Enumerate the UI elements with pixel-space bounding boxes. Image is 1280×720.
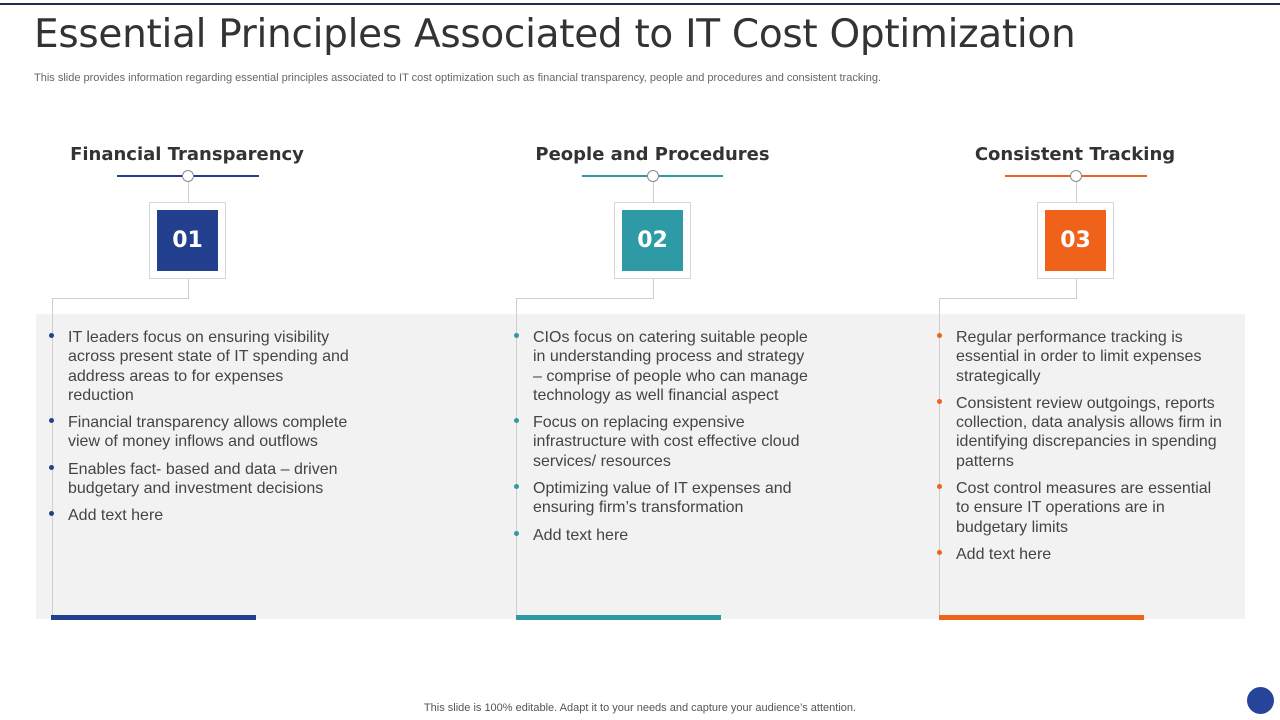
bullet-dot (937, 333, 942, 338)
bullet-dot (49, 511, 54, 517)
list-item: IT leaders focus on ensuring visibility … (49, 328, 349, 405)
bullet-dot (49, 418, 54, 424)
connector-line (939, 298, 940, 615)
heading-dot (647, 170, 659, 182)
connector-line (1076, 182, 1077, 202)
bottom-accent-bar (51, 615, 256, 620)
bullet-dot (937, 398, 942, 404)
bullet-dot (937, 484, 942, 490)
bullet-dot (49, 333, 54, 338)
bullet-dot (514, 530, 519, 536)
number-badge: 01 (157, 210, 218, 271)
list-item: Add text here (49, 506, 349, 525)
connector-line (516, 298, 654, 299)
list-item: Cost control measures are essential to e… (937, 479, 1227, 537)
bottom-accent-bar (939, 615, 1144, 620)
bullet-list: IT leaders focus on ensuring visibility … (49, 328, 349, 534)
list-item: Optimizing value of IT expenses and ensu… (514, 479, 814, 518)
number-box: 02 (614, 202, 691, 279)
corner-decoration (1247, 687, 1274, 714)
column-heading: Financial Transparency (70, 144, 304, 165)
number-box: 01 (149, 202, 226, 279)
bullet-dot (514, 333, 519, 338)
connector-line (516, 298, 517, 615)
content-panel (36, 314, 1245, 619)
heading-dot (182, 170, 194, 182)
bullet-list: CIOs focus on catering suitable people i… (514, 328, 814, 553)
page-subtitle: This slide provides information regardin… (34, 72, 882, 84)
list-item: Focus on replacing expensive infrastruct… (514, 413, 814, 471)
page-title: Essential Principles Associated to IT Co… (34, 12, 1076, 57)
connector-line (52, 298, 53, 615)
column-heading: People and Procedures (535, 144, 770, 165)
bullet-dot (937, 549, 942, 555)
number-box: 03 (1037, 202, 1114, 279)
heading-dot (1070, 170, 1082, 182)
bullet-list: Regular performance tracking is essentia… (937, 328, 1227, 572)
number-badge: 03 (1045, 210, 1106, 271)
list-item: Consistent review outgoings, reports col… (937, 394, 1227, 471)
column-heading: Consistent Tracking (974, 144, 1176, 165)
bottom-accent-bar (516, 615, 721, 620)
bullet-dot (514, 484, 519, 490)
footer-note: This slide is 100% editable. Adapt it to… (423, 702, 857, 714)
list-item: CIOs focus on catering suitable people i… (514, 328, 814, 405)
bullet-dot (514, 418, 519, 424)
connector-line (188, 279, 189, 298)
connector-line (653, 182, 654, 202)
top-rule (0, 3, 1280, 5)
connector-line (188, 182, 189, 202)
list-item: Regular performance tracking is essentia… (937, 328, 1227, 386)
list-item: Add text here (937, 545, 1227, 564)
list-item: Financial transparency allows complete v… (49, 413, 349, 452)
bullet-dot (49, 464, 54, 470)
connector-line (1076, 279, 1077, 298)
connector-line (52, 298, 189, 299)
connector-line (939, 298, 1077, 299)
list-item: Add text here (514, 526, 814, 545)
connector-line (653, 279, 654, 298)
number-badge: 02 (622, 210, 683, 271)
list-item: Enables fact- based and data – driven bu… (49, 460, 349, 499)
